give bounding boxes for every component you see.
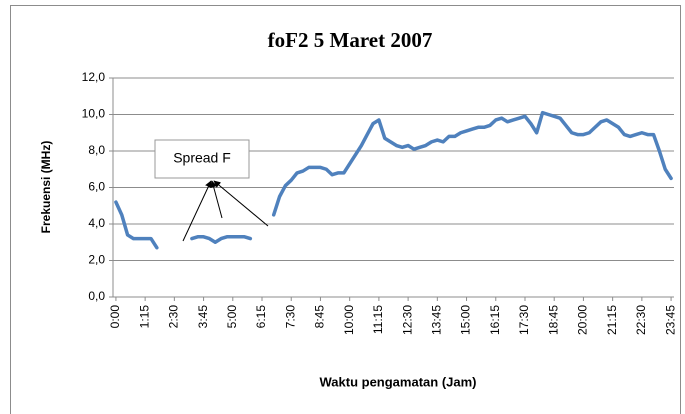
chart-title: foF2 5 Maret 2007 xyxy=(268,28,433,52)
x-tick-label: 7:30 xyxy=(283,305,297,329)
annotation-box xyxy=(154,139,250,179)
y-tick-label: 4,0 xyxy=(88,216,105,230)
annotation-arrows xyxy=(182,180,269,242)
x-tick-label: 18:45 xyxy=(546,305,560,335)
x-tick-label: 5:00 xyxy=(225,305,239,329)
arrow xyxy=(182,180,212,242)
x-tick-label: 16:15 xyxy=(488,305,502,335)
x-tick-label: 13:45 xyxy=(430,305,444,335)
x-tick-label: 10:00 xyxy=(342,305,356,335)
chart-frame xyxy=(10,5,681,414)
annotation-text: Spread F xyxy=(173,150,231,166)
x-tick-label: 3:45 xyxy=(196,305,210,329)
x-tick-label: 20:00 xyxy=(576,305,590,335)
y-tick-label: 12,0 xyxy=(82,70,106,84)
x-tick-label: 15:00 xyxy=(459,305,473,335)
data-line xyxy=(114,110,673,250)
y-axis-label: Frekuensi (MHz) xyxy=(39,141,53,234)
y-tick-label: 0,0 xyxy=(88,289,105,303)
y-tick-label: 8,0 xyxy=(88,143,105,157)
x-tick-label: 11:15 xyxy=(371,305,385,334)
x-tick-label: 8:45 xyxy=(313,305,327,329)
x-tick-label: 22:30 xyxy=(634,305,648,335)
x-axis-label: Waktu pengamatan (Jam) xyxy=(320,374,477,389)
x-tick-label: 6:15 xyxy=(254,305,268,329)
x-tick-label: 17:30 xyxy=(517,305,531,335)
x-tick-label: 0:00 xyxy=(108,305,122,329)
arrow xyxy=(213,180,269,227)
x-tick-label: 1:15 xyxy=(137,305,151,329)
x-tick-label: 21:15 xyxy=(605,305,619,335)
x-tick-label: 12:30 xyxy=(400,305,414,335)
y-tick-label: 6,0 xyxy=(88,180,105,194)
y-tick-label: 10,0 xyxy=(82,107,106,121)
y-tick-label: 2,0 xyxy=(88,253,105,267)
x-tick-label: 23:45 xyxy=(663,305,677,335)
x-tick-label: 2:30 xyxy=(167,305,181,329)
